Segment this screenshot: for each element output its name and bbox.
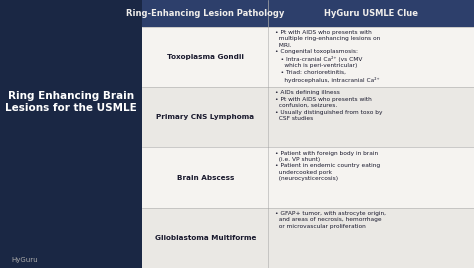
Text: Ring-Enhancing Lesion Pathology: Ring-Enhancing Lesion Pathology	[126, 9, 284, 18]
Text: Brain Abscess: Brain Abscess	[176, 174, 234, 181]
Text: Primary CNS Lymphoma: Primary CNS Lymphoma	[156, 114, 255, 120]
Bar	[142, 0, 474, 27]
Bar	[142, 208, 474, 268]
Text: • AIDs defining illness
• Pt with AIDS who presents with
  confusion, seizures.
: • AIDs defining illness • Pt with AIDS w…	[275, 90, 383, 121]
Bar	[142, 87, 474, 147]
Text: HyGuru USMLE Clue: HyGuru USMLE Clue	[324, 9, 418, 18]
Text: • Pt with AIDS who presents with
  multiple ring-enhancing lesions on
  MRI.
• C: • Pt with AIDS who presents with multipl…	[275, 30, 380, 83]
Text: • GFAP+ tumor, with astrocyte origin,
  and areas of necrosis, hemorrhage
  or m: • GFAP+ tumor, with astrocyte origin, an…	[275, 211, 386, 229]
Text: Glioblastoma Multiforme: Glioblastoma Multiforme	[155, 235, 256, 241]
Bar	[142, 27, 474, 87]
Bar	[142, 147, 474, 208]
Text: Toxoplasma Gondii: Toxoplasma Gondii	[167, 54, 244, 60]
Text: Ring Enhancing Brain
Lesions for the USMLE: Ring Enhancing Brain Lesions for the USM…	[5, 91, 137, 113]
Text: HyGuru: HyGuru	[11, 257, 38, 263]
Text: • Patient with foreign body in brain
  (i.e. VP shunt)
• Patient in endemic coun: • Patient with foreign body in brain (i.…	[275, 151, 380, 181]
